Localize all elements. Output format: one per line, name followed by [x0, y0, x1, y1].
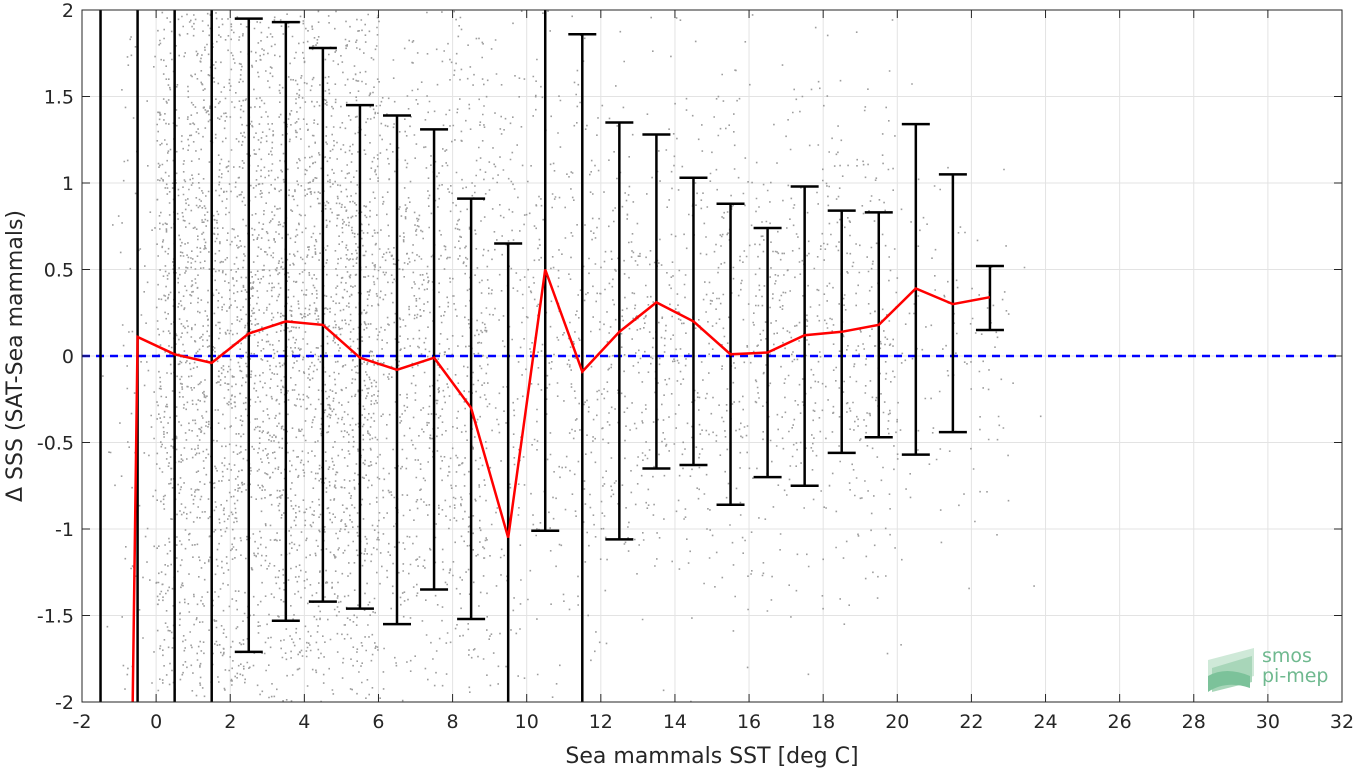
mean-line-group — [131, 269, 991, 702]
smos-pi-mep-logo: smos pi-mep — [1208, 645, 1328, 692]
x-tick-label: 6 — [372, 711, 384, 733]
x-tick-label: 28 — [1182, 711, 1206, 733]
x-tick-label: 26 — [1108, 711, 1132, 733]
logo-line1: smos — [1262, 645, 1312, 667]
x-tick-label: 16 — [737, 711, 761, 733]
x-tick-label: 10 — [515, 711, 539, 733]
x-tick-label: 12 — [589, 711, 613, 733]
x-tick-label: -2 — [73, 711, 92, 733]
mean-line — [131, 269, 991, 702]
y-tick-label: 0.5 — [44, 260, 74, 282]
x-tick-label: 14 — [663, 711, 687, 733]
y-tick-label: 1 — [62, 173, 74, 195]
x-tick-label: 30 — [1256, 711, 1280, 733]
x-tick-label: 18 — [811, 711, 835, 733]
y-tick-label: 0 — [62, 346, 74, 368]
x-tick-label: 0 — [150, 711, 162, 733]
layered-waves-icon — [1208, 648, 1254, 692]
x-tick-label: 32 — [1330, 711, 1354, 733]
y-tick-label: 1.5 — [44, 87, 74, 109]
y-tick-label: 2 — [62, 0, 74, 22]
y-tick-label: -1.5 — [37, 606, 74, 628]
error-bar — [531, 10, 560, 532]
error-bar — [494, 242, 523, 702]
y-axis-title: Δ SSS (SAT-Sea mammals) — [3, 210, 28, 502]
ticks: -2 0 2 4 6 8 10 12 14 16 18 20 22 24 26 28 30 32-2-1.5-1-… — [37, 0, 1354, 733]
x-axis-title: Sea mammals SST [deg C] — [565, 744, 858, 769]
error-bar — [234, 17, 263, 654]
error-bar — [568, 32, 597, 702]
y-tick-label: -0.5 — [37, 433, 74, 455]
x-tick-label: 22 — [959, 711, 983, 733]
x-tick-label: 20 — [885, 711, 909, 733]
x-tick-label: 2 — [224, 711, 236, 733]
y-tick-label: -1 — [55, 519, 74, 541]
y-tick-label: -2 — [55, 692, 74, 714]
x-tick-label: 8 — [447, 711, 459, 733]
logo-line2: pi-mep — [1262, 665, 1328, 687]
x-tick-label: 4 — [298, 711, 310, 733]
x-tick-label: 24 — [1033, 711, 1057, 733]
